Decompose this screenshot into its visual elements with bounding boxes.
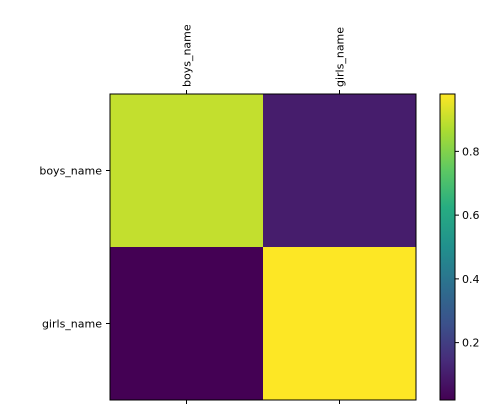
x-axis-ticks: boys_name girls_name bbox=[181, 24, 347, 404]
y-tick-label: boys_name bbox=[39, 165, 102, 178]
colorbar-tick-label: 0.8 bbox=[462, 145, 480, 158]
y-axis-ticks: boys_name girls_name bbox=[39, 165, 110, 331]
heatmap-cell bbox=[263, 94, 417, 248]
colorbar-tick-label: 0.6 bbox=[462, 209, 480, 222]
colorbar-tick-label: 0.4 bbox=[462, 273, 480, 286]
colorbar-ticks: 0.2 0.4 0.6 0.8 bbox=[455, 145, 480, 350]
heatmap-cells bbox=[110, 94, 417, 401]
x-tick-label: boys_name bbox=[181, 24, 194, 87]
heatmap-cell bbox=[263, 247, 417, 401]
y-tick-label: girls_name bbox=[42, 318, 102, 331]
colorbar-tick-label: 0.2 bbox=[462, 337, 480, 350]
heatmap-cell bbox=[110, 247, 264, 401]
plot-frame bbox=[109, 93, 417, 401]
heatmap-cell bbox=[110, 94, 264, 248]
x-tick-label: girls_name bbox=[334, 27, 347, 87]
colorbar bbox=[439, 93, 456, 401]
